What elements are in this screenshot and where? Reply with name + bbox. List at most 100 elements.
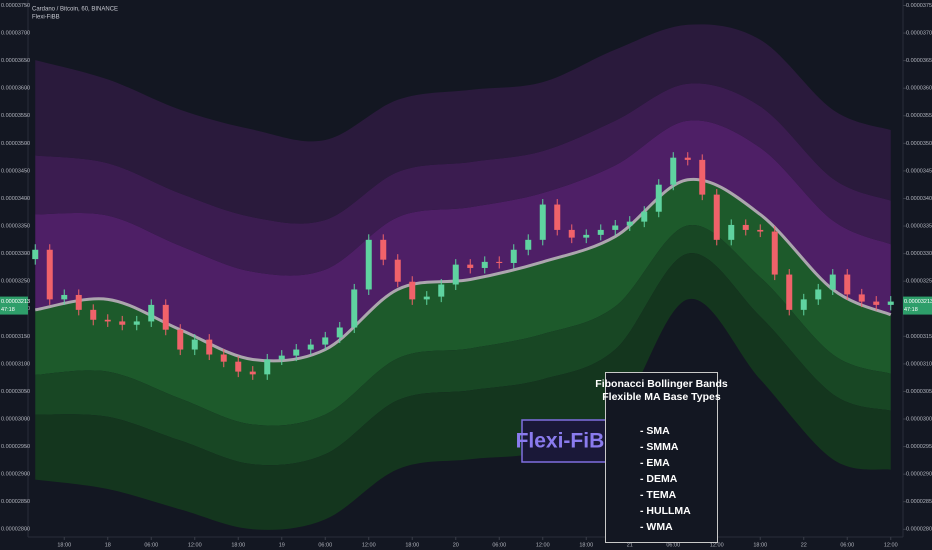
x-tick-label: 18:00 [231, 542, 245, 548]
y-tick-label: 0.00003750 [1, 3, 30, 9]
candle-body [510, 249, 517, 263]
x-tick-label: 06:00 [492, 542, 506, 548]
y-tick-label: 0.00002900 [906, 472, 932, 478]
y-tick-label: 0.00003500 [906, 141, 932, 147]
candle-body [800, 299, 807, 310]
x-tick-label: 06:00 [840, 542, 854, 548]
x-tick-label: 18:00 [753, 542, 767, 548]
band-fill [35, 24, 891, 224]
band-fill [35, 120, 891, 361]
x-tick-label: 12:00 [188, 542, 202, 548]
candle-body [220, 354, 227, 362]
candle-body [583, 234, 590, 238]
candle-body [887, 301, 894, 305]
candle-body [104, 319, 111, 322]
candle-body [133, 321, 140, 325]
y-tick-label: 0.00002800 [906, 527, 932, 533]
info-title: Fibonacci Bollinger Bands [595, 378, 728, 390]
candle-body [771, 231, 778, 275]
candle-body [873, 301, 880, 305]
y-tick-label: 0.00002800 [1, 527, 30, 533]
candle-body [554, 204, 561, 230]
logo-text: Flexi-FiBB [516, 430, 620, 453]
candle-body [394, 259, 401, 282]
ma-type: - DEMA [640, 473, 678, 485]
x-tick-label: 18 [105, 542, 111, 548]
candle-body [467, 264, 474, 268]
candle-body [206, 339, 213, 355]
candle-body [829, 274, 836, 290]
y-tick-label: 0.00003600 [906, 86, 932, 92]
candle-body [641, 211, 648, 222]
symbol-title: Cardano / Bitcoin, 60, BINANCE [32, 7, 118, 13]
band-fill [35, 83, 891, 276]
candle-body [177, 329, 184, 350]
x-tick-label: 06:00 [318, 542, 332, 548]
candle-body [597, 229, 604, 235]
countdown-label: 47:18 [904, 307, 918, 313]
y-tick-label: 0.00002850 [1, 499, 30, 505]
y-tick-label: 0.00003600 [1, 86, 30, 92]
candle-body [322, 337, 329, 345]
candle-body [670, 157, 677, 185]
candle-body [278, 355, 285, 360]
candle-body [235, 361, 242, 372]
y-tick-label: 0.00003050 [906, 389, 932, 395]
candle-body [568, 229, 575, 238]
y-tick-label: 0.00003100 [906, 361, 932, 367]
candle-body [423, 296, 430, 300]
band-fill [35, 253, 891, 530]
y-tick-label: 0.00003750 [906, 3, 932, 9]
candle-body [757, 229, 764, 232]
y-tick-label: 0.00003350 [1, 224, 30, 230]
y-tick-label: 0.00003400 [906, 196, 932, 202]
ma-type: - EMA [640, 457, 670, 469]
price-tag [0, 296, 28, 315]
candle-body [380, 239, 387, 260]
y-tick-label: 0.00003650 [906, 58, 932, 64]
ma-type: - SMMA [640, 441, 679, 453]
y-tick-label: 0.00003650 [1, 58, 30, 64]
candle-body [119, 321, 126, 325]
y-tick-label: 0.00003700 [1, 31, 30, 37]
y-tick-label: 0.00003300 [906, 251, 932, 257]
y-tick-label: 0.00002950 [906, 444, 932, 450]
y-tick-label: 0.00003000 [1, 416, 30, 422]
candle-body [815, 289, 822, 300]
candle-body [365, 239, 372, 290]
candle-body [612, 225, 619, 230]
y-tick-label: 0.00003550 [906, 113, 932, 119]
y-tick-label: 0.00002950 [1, 444, 30, 450]
candle-body [786, 274, 793, 310]
x-tick-label: 20 [453, 542, 459, 548]
candle-body [844, 274, 851, 295]
candle-body [858, 294, 865, 302]
logo-box [521, 419, 614, 463]
band-fill [35, 179, 891, 426]
candle-body [336, 327, 343, 338]
x-tick-label: 12:00 [536, 542, 550, 548]
candle-body [742, 224, 749, 230]
x-tick-label: 06:00 [144, 542, 158, 548]
x-tick-label: 19 [279, 542, 285, 548]
candle-body [46, 249, 53, 300]
info-box [605, 372, 718, 543]
candle-body [148, 304, 155, 322]
x-tick-label: 12:00 [710, 542, 724, 548]
ma-type: - TEMA [640, 489, 677, 501]
y-tick-label: 0.00003450 [906, 168, 932, 174]
candle-body [452, 264, 459, 285]
y-tick-label: 0.00002900 [1, 472, 30, 478]
x-tick-label: 12:00 [884, 542, 898, 548]
candle-body [684, 157, 691, 160]
y-tick-label: 0.00003000 [906, 416, 932, 422]
candle-body [699, 159, 706, 195]
y-tick-label: 0.00003550 [1, 113, 30, 119]
y-tick-label: 0.00003250 [1, 279, 30, 285]
axes: 0.00003750 0.00003750 0.00003700 0.00003700… [0, 3, 932, 548]
y-tick-label: 0.00003050 [1, 389, 30, 395]
x-tick-label: 12:00 [362, 542, 376, 548]
indicator-title: Flexi-FiBB [32, 15, 60, 21]
